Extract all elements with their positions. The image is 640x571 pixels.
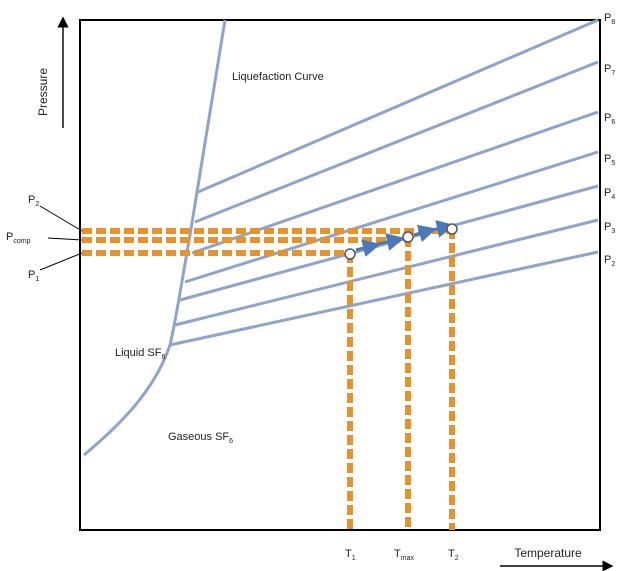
left-labels: P2 Pcomp P1 [6,194,39,283]
leader-p1 [39,252,83,271]
process-arrows [355,220,455,257]
label-p2-right: P2 [604,254,615,268]
arrow-1b [377,233,405,251]
isobar-p3 [174,218,599,327]
arrow-1a [355,239,381,257]
isobar-p5 [184,150,599,284]
leader-p2 [39,205,83,232]
leader-pcomp [47,237,83,241]
label-p2-left: P2 [28,194,39,208]
isobar-p8 [197,18,599,194]
isobars [169,18,599,347]
isobar-p7 [194,60,599,224]
gaseous-label: Gaseous SF6 [168,431,233,445]
arrow-2b [431,220,455,238]
label-t2: T2 [448,548,459,562]
left-leaders [39,205,83,271]
right-labels: P8 P7 P6 P5 P4 P3 P2 [604,12,615,268]
x-axis-label: Temperature [514,546,582,560]
label-p1-left: P1 [28,269,39,283]
label-pcomp: Pcomp [6,231,31,245]
label-tmax: Tmax [394,548,414,562]
guide-lines [82,228,455,530]
label-p4: P4 [604,187,615,201]
isobar-p2 [169,250,599,347]
label-p8: P8 [604,12,615,26]
liquid-label: Liquid SF6 [115,347,165,361]
y-axis-label: Pressure [36,68,50,116]
liquefaction-label: Liquefaction Curve [232,71,324,83]
point-tmax [402,231,414,243]
label-p3: P3 [604,221,615,235]
arrow-2a [413,224,437,243]
plot-frame [79,19,601,531]
point-t2 [446,223,458,235]
point-t1 [344,248,356,260]
label-p7: P7 [604,63,615,77]
state-points [344,223,458,260]
bottom-labels: T1 Tmax T2 [345,548,459,562]
label-p6: P6 [604,112,615,126]
label-p5: P5 [604,153,615,167]
label-t1: T1 [345,548,356,562]
